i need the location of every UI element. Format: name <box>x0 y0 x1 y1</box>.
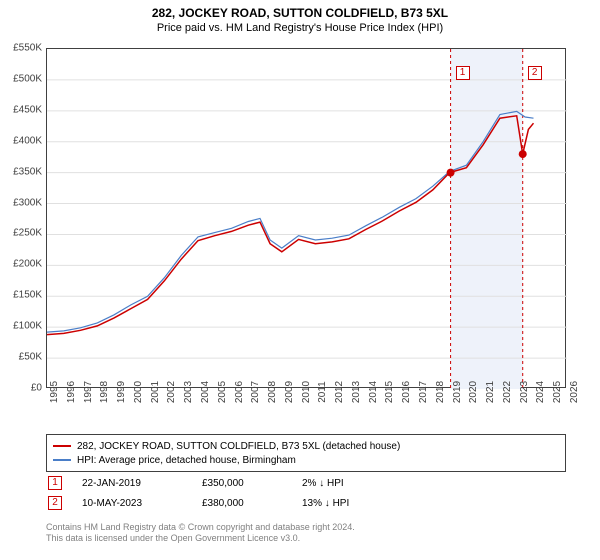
chart-subtitle: Price paid vs. HM Land Registry's House … <box>0 20 600 40</box>
down-arrow-icon: ↓ <box>319 478 324 489</box>
xtick-label: 2021 <box>485 381 496 403</box>
ytick-label: £0 <box>2 383 42 394</box>
footnote: Contains HM Land Registry data © Crown c… <box>46 522 566 544</box>
ytick-label: £550K <box>2 43 42 54</box>
xtick-label: 2019 <box>452 381 463 403</box>
xtick-label: 2022 <box>502 381 513 403</box>
xtick-label: 1995 <box>49 381 60 403</box>
xtick-label: 2018 <box>435 381 446 403</box>
xtick-label: 2023 <box>519 381 530 403</box>
ytick-label: £450K <box>2 104 42 115</box>
sale-badge-1: 1 <box>48 476 62 490</box>
xtick-label: 2001 <box>150 381 161 403</box>
footnote-line1: Contains HM Land Registry data © Crown c… <box>46 522 566 533</box>
xtick-label: 2006 <box>234 381 245 403</box>
xtick-label: 2020 <box>468 381 479 403</box>
xtick-label: 2009 <box>284 381 295 403</box>
plot-area <box>46 48 566 388</box>
xtick-label: 2005 <box>217 381 228 403</box>
xtick-label: 2026 <box>569 381 580 403</box>
chart-svg <box>47 49 567 389</box>
sale-pct-2: 13% ↓ HPI <box>302 498 349 509</box>
sale-price-2: £380,000 <box>202 498 282 509</box>
legend-label-hpi: HPI: Average price, detached house, Birm… <box>77 455 296 466</box>
ytick-label: £250K <box>2 228 42 239</box>
xtick-label: 2000 <box>133 381 144 403</box>
sale-price-1: £350,000 <box>202 478 282 489</box>
down-arrow-icon: ↓ <box>325 498 330 509</box>
xtick-label: 2017 <box>418 381 429 403</box>
xtick-label: 2014 <box>368 381 379 403</box>
xtick-label: 2012 <box>334 381 345 403</box>
sale-date-2: 10-MAY-2023 <box>82 498 182 509</box>
legend: 282, JOCKEY ROAD, SUTTON COLDFIELD, B73 … <box>46 434 566 472</box>
xtick-label: 1996 <box>66 381 77 403</box>
xtick-label: 2015 <box>384 381 395 403</box>
xtick-label: 2004 <box>200 381 211 403</box>
ytick-label: £150K <box>2 290 42 301</box>
ytick-label: £300K <box>2 197 42 208</box>
sale-date-1: 22-JAN-2019 <box>82 478 182 489</box>
chart-title: 282, JOCKEY ROAD, SUTTON COLDFIELD, B73 … <box>0 0 600 20</box>
legend-item-hpi: HPI: Average price, detached house, Birm… <box>53 453 559 467</box>
chart-container: 282, JOCKEY ROAD, SUTTON COLDFIELD, B73 … <box>0 0 600 560</box>
ytick-label: £50K <box>2 352 42 363</box>
sale-marker-badge: 2 <box>528 66 542 80</box>
xtick-label: 1999 <box>116 381 127 403</box>
sale-badge-2: 2 <box>48 496 62 510</box>
xtick-label: 2013 <box>351 381 362 403</box>
footnote-line2: This data is licensed under the Open Gov… <box>46 533 566 544</box>
ytick-label: £500K <box>2 73 42 84</box>
xtick-label: 2024 <box>535 381 546 403</box>
xtick-label: 2003 <box>183 381 194 403</box>
xtick-label: 2008 <box>267 381 278 403</box>
ytick-label: £100K <box>2 321 42 332</box>
xtick-label: 1997 <box>83 381 94 403</box>
xtick-label: 2016 <box>401 381 412 403</box>
xtick-label: 2011 <box>317 381 328 403</box>
sale-marker-badge: 1 <box>456 66 470 80</box>
ytick-label: £350K <box>2 166 42 177</box>
ytick-label: £400K <box>2 135 42 146</box>
sale-row-2: 2 10-MAY-2023 £380,000 13% ↓ HPI <box>46 496 566 510</box>
ytick-label: £200K <box>2 259 42 270</box>
sale-row-1: 1 22-JAN-2019 £350,000 2% ↓ HPI <box>46 476 566 490</box>
xtick-label: 2010 <box>301 381 312 403</box>
legend-item-property: 282, JOCKEY ROAD, SUTTON COLDFIELD, B73 … <box>53 439 559 453</box>
xtick-label: 2025 <box>552 381 563 403</box>
xtick-label: 2007 <box>250 381 261 403</box>
legend-label-property: 282, JOCKEY ROAD, SUTTON COLDFIELD, B73 … <box>77 441 400 452</box>
sale-pct-1: 2% ↓ HPI <box>302 478 344 489</box>
xtick-label: 1998 <box>99 381 110 403</box>
xtick-label: 2002 <box>166 381 177 403</box>
legend-swatch-property <box>53 445 71 447</box>
legend-swatch-hpi <box>53 459 71 461</box>
